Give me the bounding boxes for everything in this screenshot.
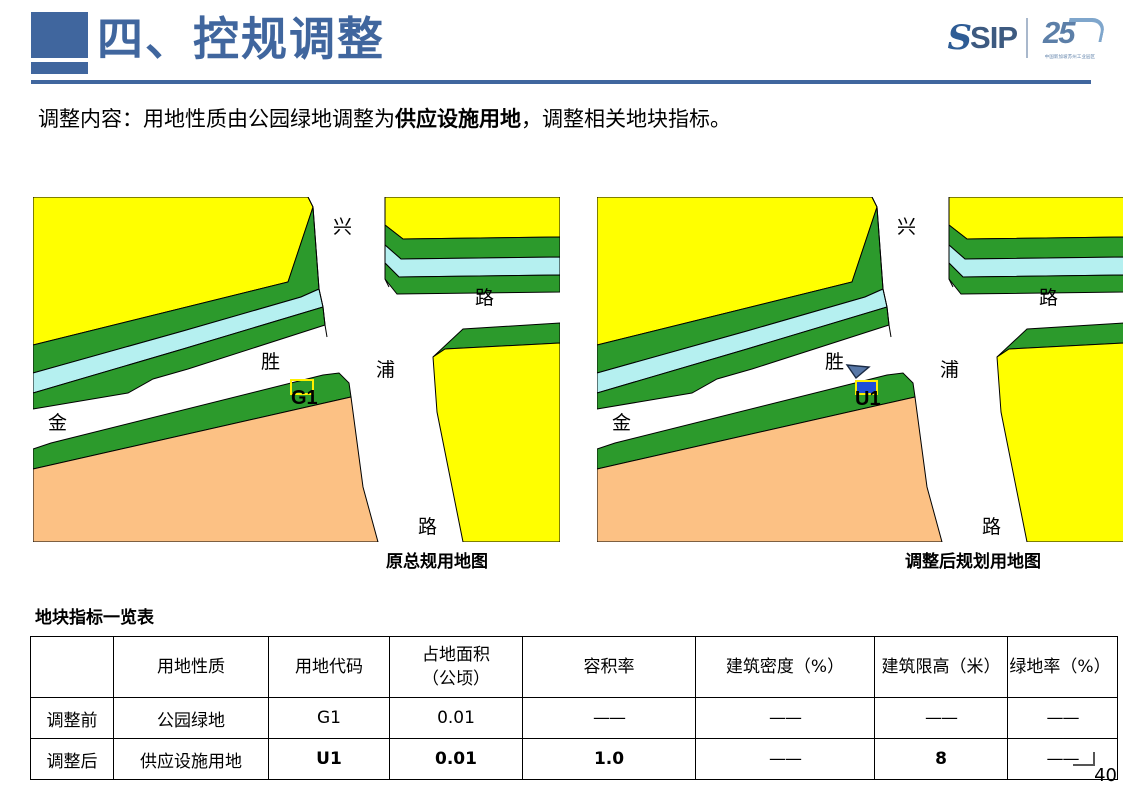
cell-far-after: 1.0 bbox=[522, 738, 696, 780]
page-number: 40 bbox=[1094, 765, 1117, 786]
parcel-label-g1: G1 bbox=[291, 387, 318, 409]
parcel-label-u1: U1 bbox=[855, 388, 881, 410]
map-road-label-lu-top: 路 bbox=[475, 287, 495, 309]
slide-header: 四、控规调整 S SIP 25 中国新加坡苏州工业园区 bbox=[0, 0, 1123, 92]
header-area-line2: （公顷） bbox=[422, 669, 490, 689]
header-divider-line bbox=[31, 80, 1091, 84]
table-row-after: 调整后 供应设施用地 U1 0.01 1.0 —— 8 —— bbox=[30, 738, 1118, 780]
header-cell-green-ratio: 绿地率（%） bbox=[1007, 636, 1118, 698]
anniversary-caption: 中国新加坡苏州工业园区 bbox=[1044, 55, 1096, 60]
cell-land-use-before: 公园绿地 bbox=[113, 697, 269, 739]
page-corner-decoration-horizontal bbox=[1073, 764, 1095, 766]
cell-green-after: —— bbox=[1007, 738, 1118, 780]
header-decoration-square bbox=[31, 12, 88, 58]
description-prefix: 调整内容：用地性质由公园绿地调整为 bbox=[38, 107, 395, 131]
map-after-adjustment: 兴 路 胜 浦 金 路 U1 bbox=[597, 197, 1123, 542]
map-road-label-jin: 金 bbox=[612, 412, 632, 434]
header-cell-density: 建筑密度（%） bbox=[695, 636, 875, 698]
table-header-row: 用地性质 用地代码 占地面积 （公顷） 容积率 建筑密度（%） 建筑限高（米） … bbox=[30, 636, 1118, 698]
page-corner-decoration-vertical bbox=[1093, 752, 1095, 766]
cell-area-after: 0.01 bbox=[389, 738, 523, 780]
header-area-line1: 占地面积 bbox=[422, 645, 490, 665]
logo-wordmark: SIP bbox=[970, 20, 1018, 55]
map-road-label-lu-top: 路 bbox=[1039, 287, 1059, 309]
header-cell-area: 占地面积 （公顷） bbox=[389, 636, 523, 698]
anniversary-mark: 25 中国新加坡苏州工业园区 bbox=[1037, 15, 1107, 60]
map-before-graphic bbox=[33, 197, 560, 542]
map-road-label-sheng: 胜 bbox=[261, 351, 281, 373]
map-after-caption: 调整后规划用地图 bbox=[905, 552, 1041, 572]
map-road-label-xing: 兴 bbox=[897, 216, 917, 238]
header-cell-land-code: 用地代码 bbox=[268, 636, 390, 698]
cell-far-before: —— bbox=[522, 697, 696, 739]
logo-s-mark: S bbox=[947, 18, 973, 58]
cell-density-after: —— bbox=[695, 738, 875, 780]
header-cell-land-use: 用地性质 bbox=[113, 636, 269, 698]
map-before-adjustment: 兴 路 胜 浦 金 路 G1 bbox=[33, 197, 560, 542]
description-suffix: ，调整相关地块指标。 bbox=[521, 107, 731, 131]
anniversary-number: 25 bbox=[1043, 15, 1076, 50]
map-after-graphic bbox=[597, 197, 1123, 542]
cell-density-before: —— bbox=[695, 697, 875, 739]
cell-land-code-after: U1 bbox=[268, 738, 390, 780]
row-label-after: 调整后 bbox=[30, 738, 114, 780]
table-title: 地块指标一览表 bbox=[35, 608, 154, 628]
header-cell-far: 容积率 bbox=[522, 636, 696, 698]
logo-divider bbox=[1026, 18, 1028, 58]
map-road-label-jin: 金 bbox=[48, 412, 68, 434]
adjustment-description: 调整内容：用地性质由公园绿地调整为供应设施用地，调整相关地块指标。 bbox=[38, 104, 731, 134]
header-cell-height-limit: 建筑限高（米） bbox=[874, 636, 1008, 698]
map-before-caption: 原总规用地图 bbox=[386, 552, 488, 572]
indicator-table: 用地性质 用地代码 占地面积 （公顷） 容积率 建筑密度（%） 建筑限高（米） … bbox=[30, 636, 1118, 780]
description-emphasis: 供应设施用地 bbox=[395, 107, 521, 131]
cell-height-before: —— bbox=[874, 697, 1008, 739]
cell-green-before: —— bbox=[1007, 697, 1118, 739]
map-road-label-lu-bottom: 路 bbox=[982, 516, 1002, 538]
swoosh-icon bbox=[1064, 18, 1107, 42]
row-label-before: 调整前 bbox=[30, 697, 114, 739]
map-road-label-pu: 浦 bbox=[940, 359, 960, 381]
map-road-label-lu-bottom: 路 bbox=[418, 516, 438, 538]
page-title: 四、控规调整 bbox=[97, 12, 385, 66]
map-road-label-xing: 兴 bbox=[333, 216, 353, 238]
map-road-label-pu: 浦 bbox=[376, 359, 396, 381]
header-cell-blank bbox=[30, 636, 114, 698]
cell-land-use-after: 供应设施用地 bbox=[113, 738, 269, 780]
cell-area-before: 0.01 bbox=[389, 697, 523, 739]
map-road-label-sheng: 胜 bbox=[825, 351, 845, 373]
header-decoration-bar bbox=[31, 62, 88, 74]
cell-land-code-before: G1 bbox=[268, 697, 390, 739]
table-row-before: 调整前 公园绿地 G1 0.01 —— —— —— —— bbox=[30, 697, 1118, 739]
sip-logo: S SIP 25 中国新加坡苏州工业园区 bbox=[947, 14, 1107, 62]
cell-height-after: 8 bbox=[874, 738, 1008, 780]
